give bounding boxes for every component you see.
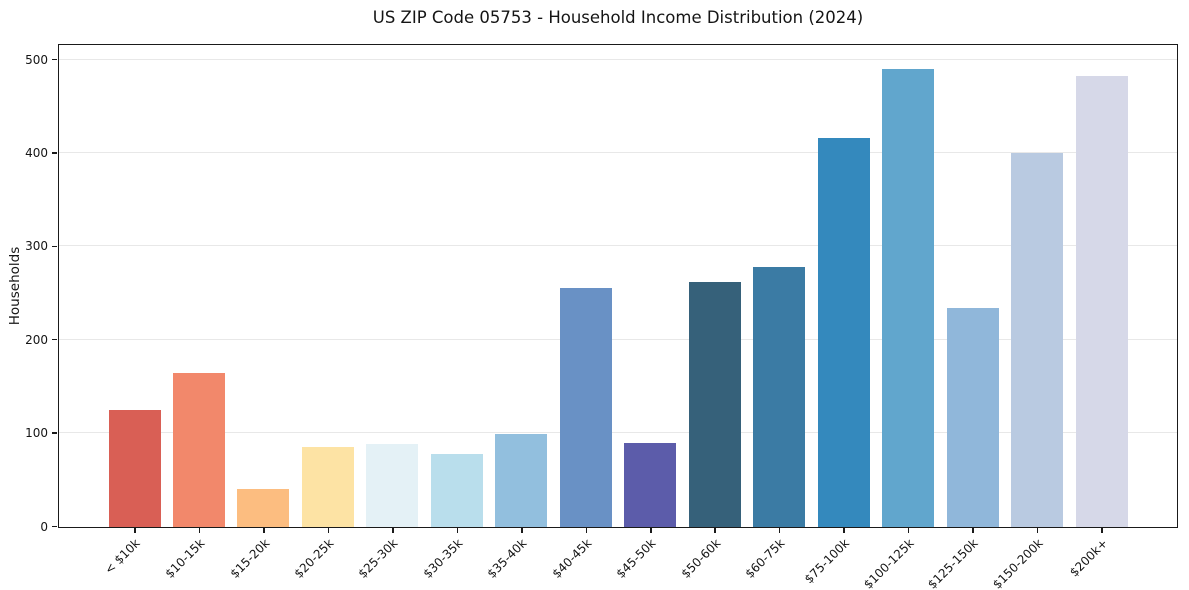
bar-10k (108, 410, 161, 527)
x-tick-mark (456, 528, 459, 533)
x-tick-label: $150-200k (989, 536, 1046, 590)
x-tick-label: $25-30k (355, 536, 401, 581)
y-tick-label: 300 (25, 239, 48, 254)
x-tick-mark (650, 528, 652, 533)
x-tick-label: $50-60k (678, 536, 724, 581)
chart-title: US ZIP Code 05753 - Household Income Dis… (372, 8, 864, 27)
y-tick-mark (52, 152, 57, 154)
x-tick-label: $35-40k (484, 536, 530, 581)
bar-25-30k (366, 443, 419, 527)
x-tick-mark (134, 528, 136, 533)
y-tick-mark (52, 525, 57, 528)
x-tick-mark (907, 528, 910, 533)
gridline-y-100 (59, 432, 1177, 434)
x-tick-label: $75-100k (801, 536, 853, 587)
x-tick-label: $60-75k (742, 536, 788, 581)
y-tick-mark (52, 245, 57, 248)
x-tick-mark (1101, 528, 1103, 533)
bar-60-75k (753, 267, 806, 527)
x-tick-label: $10-15k (162, 536, 208, 581)
y-tick-label: 400 (25, 145, 48, 160)
bar-45-50k (624, 442, 677, 527)
gridline-y-300 (59, 245, 1177, 247)
plot-area (58, 44, 1178, 528)
x-tick-mark (392, 528, 394, 533)
y-tick-label: 100 (25, 426, 48, 441)
gridline-y-500 (59, 58, 1177, 60)
bar-15-20k (237, 488, 290, 527)
bar-10-15k (172, 372, 225, 527)
bar-30-35k (430, 454, 483, 527)
bar-150-200k (1011, 153, 1064, 527)
gridline-y-400 (59, 151, 1177, 153)
x-tick-mark (778, 528, 781, 533)
bar-20-25k (301, 446, 354, 527)
y-axis-label: Households (7, 246, 23, 326)
x-tick-mark (1036, 528, 1039, 533)
x-tick-label: $30-35k (420, 536, 466, 581)
x-tick-mark (714, 528, 716, 533)
x-tick-label: $125-150k (925, 536, 982, 590)
x-tick-mark (972, 528, 974, 533)
gridline-y-200 (59, 338, 1177, 340)
y-tick-label: 200 (25, 332, 48, 347)
x-tick-label: $200k+ (1066, 536, 1110, 580)
bar-100-125k (882, 69, 935, 527)
x-tick-mark (585, 528, 588, 533)
x-tick-label: $40-45k (549, 536, 595, 581)
x-tick-mark (327, 528, 330, 533)
y-tick-mark (52, 58, 57, 61)
x-tick-label: $15-20k (226, 536, 272, 581)
bar-75-100k (817, 138, 870, 527)
x-tick-mark (198, 528, 201, 533)
x-tick-label: $100-125k (860, 536, 917, 590)
y-tick-mark (52, 432, 57, 434)
y-tick-label: 500 (25, 52, 48, 67)
bar-125-150k (946, 307, 999, 527)
x-tick-label: < $10k (102, 536, 143, 577)
y-tick-mark (52, 338, 57, 341)
bar-50-60k (688, 282, 741, 527)
bar-200k (1075, 75, 1128, 527)
x-tick-label: $20-25k (291, 536, 337, 581)
x-tick-mark (843, 528, 845, 533)
bar-35-40k (495, 433, 548, 527)
x-tick-mark (521, 528, 523, 533)
bar-40-45k (559, 287, 612, 527)
x-tick-mark (263, 528, 265, 533)
x-tick-label: $45-50k (613, 536, 659, 581)
y-tick-label: 0 (40, 519, 48, 534)
